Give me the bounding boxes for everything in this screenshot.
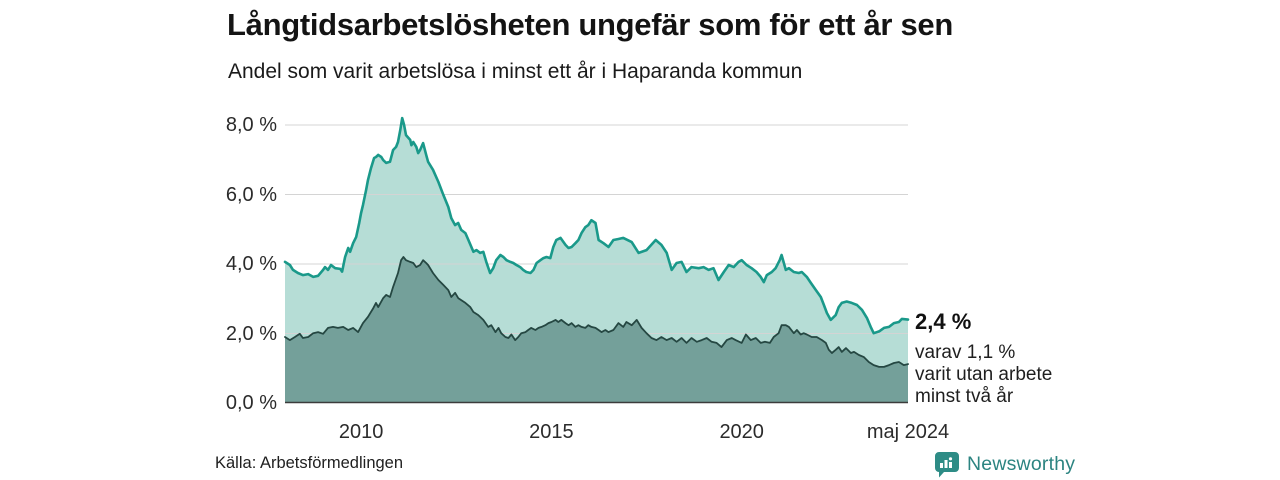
y-tick-label: 0,0 %	[225, 392, 277, 414]
note-line-1: varav 1,1 %	[915, 342, 1016, 363]
y-tick-label: 2,0 %	[225, 322, 277, 345]
end-value-label: 2,4 %	[915, 309, 972, 334]
brand-logo: Newsworthy	[934, 450, 1075, 478]
line-unemployed-two-years	[284, 256, 909, 368]
chart-subtitle: Andel som varit arbetslösa i minst ett å…	[228, 60, 803, 83]
source-attribution: Källa: Arbetsförmedlingen	[215, 454, 404, 472]
x-tick-label: 2015	[529, 421, 574, 443]
area-unemployed-two-years	[285, 257, 908, 403]
end-value-note: varav 1,1 % varit utan arbete minst två …	[915, 342, 1052, 408]
x-tick-label: maj 2024	[866, 421, 950, 443]
brand-name: Newsworthy	[967, 452, 1076, 475]
note-line-2: varit utan arbete	[915, 364, 1053, 385]
y-tick-label: 8,0 %	[225, 114, 277, 136]
chart-title: Långtidsarbetslösheten ungefär som för e…	[227, 7, 954, 42]
x-tick-label: 2020	[719, 421, 764, 443]
y-tick-label: 4,0 %	[225, 253, 277, 275]
line-unemployed-one-year	[283, 116, 910, 335]
area-chart-plot	[283, 116, 910, 404]
y-tick-label: 6,0 %	[225, 183, 277, 206]
x-tick-label: 2010	[338, 421, 384, 443]
note-line-3: minst två år	[915, 386, 1014, 407]
newsworthy-icon	[935, 451, 959, 477]
